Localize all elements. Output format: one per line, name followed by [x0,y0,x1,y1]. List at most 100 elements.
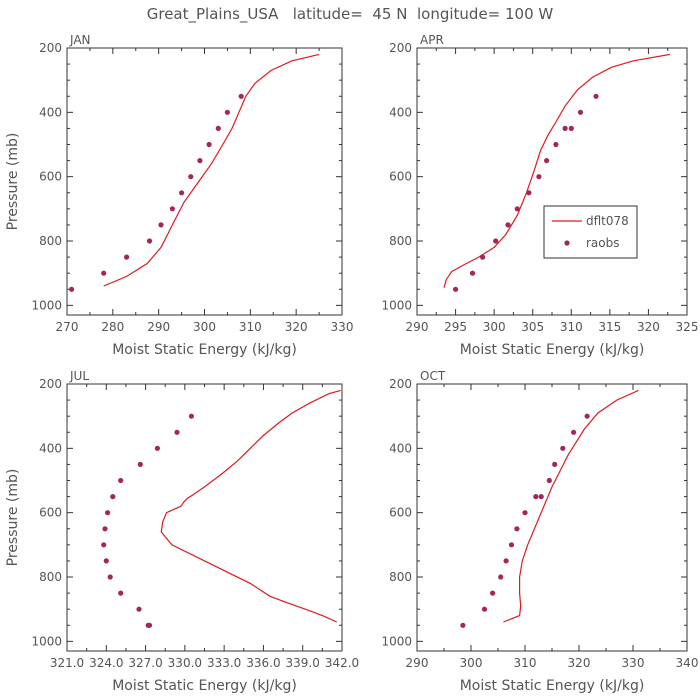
x-tick-label: 300 [483,320,506,334]
data-point-raobs [568,125,574,131]
data-point-raobs [110,494,116,500]
y-tick-label: 400 [39,105,62,119]
data-point-raobs [552,461,558,467]
data-point-raobs [215,125,221,131]
y-tick-label: 1000 [381,634,412,648]
x-tick-label: 330 [331,320,354,334]
x-tick-label: 320 [568,656,591,670]
data-point-raobs [553,141,559,148]
x-axis-label: Moist Static Energy (kJ/kg) [460,678,645,694]
data-point-raobs [469,270,476,276]
panel-jul: 321.0 324.0 327.0 330.0 333.0 336.0 339.0 342.0… [5,369,359,694]
data-point-raobs [505,222,511,228]
data-point-raobs [137,461,143,467]
x-tick-label: 330.0 [168,656,202,670]
y-tick-label: 200 [39,377,62,391]
y-tick-label: 1000 [31,298,62,312]
x-tick-label: 270 [56,320,79,334]
data-point-raobs [571,429,577,435]
x-axis-label: Moist Static Energy (kJ/kg) [460,342,645,358]
panel-jan: 270 280 290 300 310 320 330 200 400 600 800 1000 JAN… [5,33,353,358]
series-line-dflt078 [160,389,341,623]
plot-frame [416,47,688,316]
x-tick-label: 327.0 [128,656,162,670]
data-point-raobs [562,125,568,131]
x-tick-label: 290 [406,320,429,334]
data-point-raobs [481,606,488,612]
data-point-raobs [136,606,142,612]
data-point-raobs [514,526,520,532]
panel-oct: 290 300 310 320 330 340 200 400 600 800 1000 OCT Moi… [381,369,698,694]
data-point-raobs [197,158,203,164]
panel-apr: 290 295 300 305 310 315 320 325 200 400 600 800 1000… [381,33,698,358]
x-tick-label: 340 [676,656,699,670]
x-tick-label: 305 [521,320,544,334]
data-point-raobs [101,270,107,276]
x-tick-label: 320 [285,320,308,334]
data-point-raobs [536,174,542,180]
y-tick-label: 600 [39,170,62,184]
data-point-raobs [522,510,528,516]
y-tick-label: 400 [389,105,412,119]
data-point-raobs [584,413,590,419]
legend-label-obs: raobs [586,236,620,250]
data-point-raobs [493,238,499,244]
data-point-raobs [526,190,532,196]
data-point-raobs [188,174,194,180]
data-point-raobs [560,445,566,451]
x-tick-label: 333.0 [207,656,241,670]
data-point-raobs [179,190,185,196]
y-tick-label: 200 [389,377,412,391]
data-point-raobs [593,93,599,99]
x-tick-label: 320 [637,320,660,334]
y-tick-label: 800 [39,570,62,584]
panel-label: JAN [69,33,91,47]
data-point-raobs [107,574,113,580]
data-point-raobs [460,622,466,628]
y-tick-label: 200 [39,41,62,55]
series-line-dflt078 [103,53,320,287]
data-point-raobs [206,141,212,148]
x-tick-label: 330 [622,656,645,670]
data-point-raobs [533,494,539,500]
x-tick-label: 300 [193,320,216,334]
legend-point-swatch [564,240,570,246]
data-point-raobs [102,526,108,532]
data-point-raobs [546,477,552,484]
x-axis-label: Moist Static Energy (kJ/kg) [112,342,297,358]
data-point-raobs [498,574,504,580]
x-tick-label: 339.0 [286,656,320,670]
data-point-raobs [146,238,153,244]
data-point-raobs [158,222,164,228]
data-point-raobs [118,590,124,596]
data-point-raobs [538,494,544,500]
y-tick-label: 600 [389,170,412,184]
y-tick-label: 800 [39,234,62,248]
data-point-raobs [577,109,584,115]
x-tick-label: 310 [239,320,262,334]
x-tick-label: 310 [514,656,537,670]
x-tick-label: 342.0 [325,656,359,670]
data-point-raobs [118,477,124,484]
plot-frame [66,47,343,316]
data-point-raobs [514,206,520,212]
panel-label: OCT [420,369,446,383]
data-point-raobs [453,286,459,292]
x-tick-label: 324.0 [89,656,123,670]
x-tick-label: 290 [406,656,429,670]
data-point-raobs [101,542,107,548]
series-line-dflt078 [443,53,671,288]
data-point-raobs [238,93,244,99]
panel-label: JUL [69,369,89,383]
y-tick-label: 1000 [31,634,62,648]
x-tick-label: 280 [101,320,124,334]
figure-title: Great_Plains_USA latitude= 45 N longitud… [147,5,554,24]
data-point-raobs [105,510,111,516]
data-point-raobs [145,622,151,628]
data-point-raobs [103,558,109,564]
y-axis-label: Pressure (mb) [5,133,21,231]
x-tick-label: 325 [676,320,699,334]
panel-label: APR [420,33,444,47]
y-tick-label: 600 [39,506,62,520]
data-point-raobs [124,254,130,260]
